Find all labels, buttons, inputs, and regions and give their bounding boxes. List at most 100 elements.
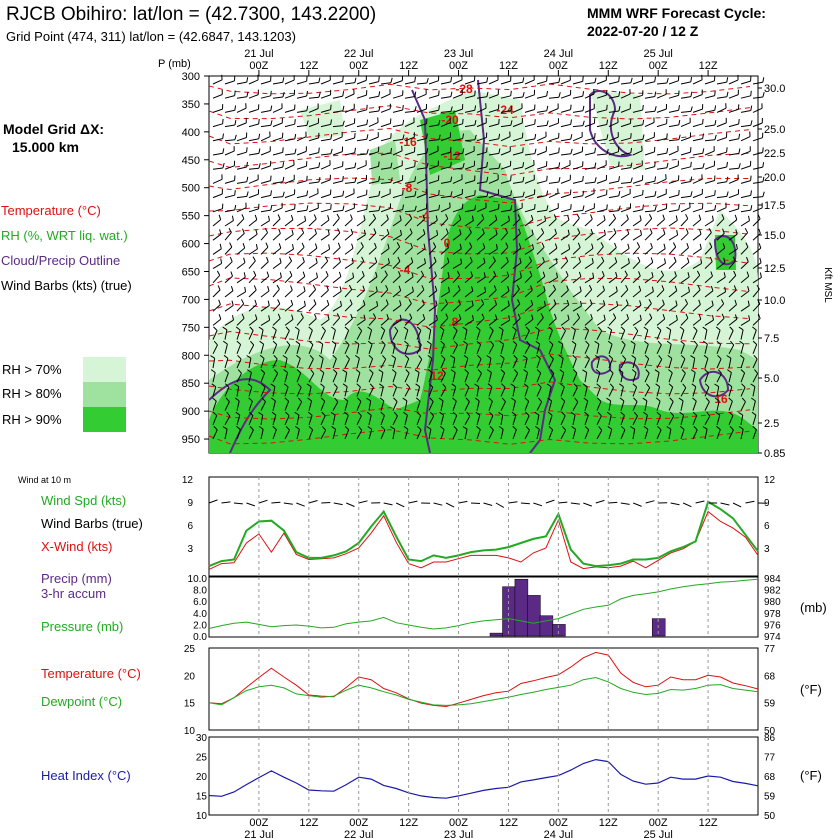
wind-barb	[224, 372, 229, 383]
wind-barb	[488, 179, 499, 184]
wind-barb-flag	[452, 411, 458, 416]
wind-barb	[236, 107, 247, 113]
wind-barb-flag	[750, 90, 752, 96]
wind-barb	[476, 303, 485, 312]
wind-barb-flag	[438, 119, 441, 125]
wind-barb-flag	[680, 340, 685, 345]
vertical-grid	[258, 477, 709, 815]
wind-barb	[560, 401, 566, 411]
wind-barb	[212, 262, 222, 270]
temperature-contour-line	[208, 353, 751, 371]
wind-barb	[632, 179, 643, 184]
wind-barb	[272, 344, 278, 354]
wind-barb-flag	[500, 369, 505, 374]
height-tick-label: 7.5	[764, 333, 779, 345]
pressure-axis-label: P (mb)	[158, 58, 191, 70]
wind-barb	[632, 358, 637, 369]
wind-barb-flag	[325, 270, 329, 276]
wind-barb-flag	[464, 383, 470, 388]
wind-barb-flag	[618, 369, 624, 373]
wind-barb	[584, 400, 589, 411]
wind-barb	[704, 220, 714, 227]
wind-barb-flag	[585, 340, 590, 346]
wind-barb-flag	[670, 411, 675, 417]
wind-barb-flag	[654, 191, 657, 197]
wind-barb	[560, 386, 565, 397]
wind-barb	[392, 343, 396, 354]
wind-barb	[704, 180, 715, 184]
wind-barb-flag	[507, 300, 510, 306]
wind-barb	[680, 136, 691, 142]
wind-barb-flag	[582, 175, 584, 182]
wind-barb-flag	[475, 411, 481, 416]
wind-barb-flag	[716, 340, 721, 345]
wind-barb	[512, 429, 517, 440]
wind-barb	[440, 329, 445, 340]
wind-barb-flag	[457, 285, 461, 291]
wind-barb-flag	[662, 214, 665, 220]
wind-barb	[296, 209, 307, 213]
wind-barb-flag	[448, 286, 450, 292]
wind-barb	[632, 80, 643, 85]
temperature-contour-label: 0	[444, 236, 451, 250]
wind-barb	[452, 358, 456, 369]
wind-barb	[500, 220, 510, 227]
wind-barb-flag	[688, 286, 690, 292]
wind-barb	[296, 290, 306, 298]
wind-barb-flag	[328, 244, 331, 250]
temperature-contour-label: -28	[455, 82, 473, 96]
wind-barb	[740, 414, 744, 425]
wind-barb-flag	[705, 397, 710, 402]
wind-barb-flag	[753, 354, 758, 360]
wind-barb-flag	[664, 258, 666, 264]
wind-barb-flag	[609, 383, 614, 388]
wind-barb-flag	[630, 177, 633, 183]
wind-barb-flag	[567, 229, 570, 235]
wind-barb	[740, 429, 744, 440]
wind-barb	[272, 262, 282, 270]
wind-barb	[332, 95, 343, 99]
wind-barb	[680, 291, 690, 298]
wind-barb	[656, 233, 666, 241]
wind-barb	[740, 372, 746, 383]
wind-barb	[332, 151, 343, 156]
wind-barb-flag	[414, 91, 417, 97]
wind-barb	[248, 248, 258, 255]
wind-barb	[272, 166, 283, 170]
wind-barb	[548, 218, 557, 227]
wind-barb-flag	[386, 214, 389, 220]
wind-barb-flag	[651, 286, 654, 292]
precip-panel-frame	[208, 576, 759, 638]
wind-barb	[584, 233, 594, 241]
wind-barb	[332, 232, 341, 241]
wind-barb-flag	[220, 258, 223, 264]
wind-barb	[224, 109, 235, 113]
wind-barb-flag	[685, 228, 689, 234]
wind-barb	[704, 401, 710, 411]
wind-barb-flag	[614, 257, 618, 263]
wind-barb-flag	[630, 133, 632, 139]
wind-barb-flag	[466, 411, 471, 417]
wind-barb-flag	[471, 300, 474, 306]
wind-barb-flag	[330, 204, 332, 210]
top-hour-tick-label: 12Z	[299, 60, 318, 72]
wind-barb-flag	[415, 383, 420, 388]
wind-barb	[356, 290, 365, 298]
wind-barb-flag	[733, 285, 737, 291]
wind-barb-flag	[512, 326, 517, 331]
precip-left-tick: 2.0	[193, 620, 207, 631]
bottom-date-label: 22 Jul	[344, 829, 373, 840]
wind-barb-flag	[390, 77, 393, 83]
wind-barb	[464, 95, 475, 99]
wind-barb	[560, 260, 569, 269]
wind-barb	[680, 166, 691, 170]
wind-barb-flag	[406, 383, 411, 388]
wind-barb-flag	[255, 229, 258, 235]
wind-barb-flag	[474, 134, 477, 140]
wind-barb-flag	[650, 242, 653, 248]
wind-barb-flag	[318, 147, 320, 153]
wind-barb	[656, 208, 667, 213]
wind-barb-flag	[342, 120, 345, 126]
wind-barb	[548, 137, 559, 142]
wind-barb	[356, 138, 367, 142]
